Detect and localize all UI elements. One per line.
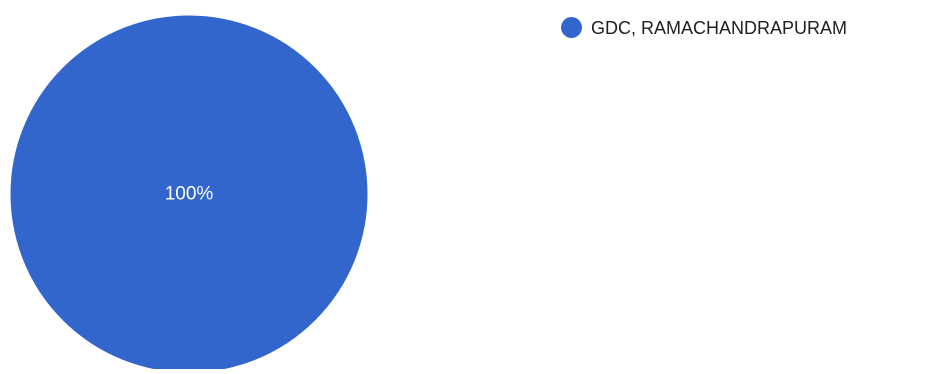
legend-label: GDC, RAMACHANDRAPURAM: [591, 17, 848, 38]
slice-percentage-label: 100%: [165, 184, 214, 205]
legend-swatch: [561, 17, 582, 38]
chart-legend: GDC, RAMACHANDRAPURAM: [561, 17, 847, 38]
legend-item-gdc-ramachandrapuram[interactable]: GDC, RAMACHANDRAPURAM: [561, 17, 847, 38]
